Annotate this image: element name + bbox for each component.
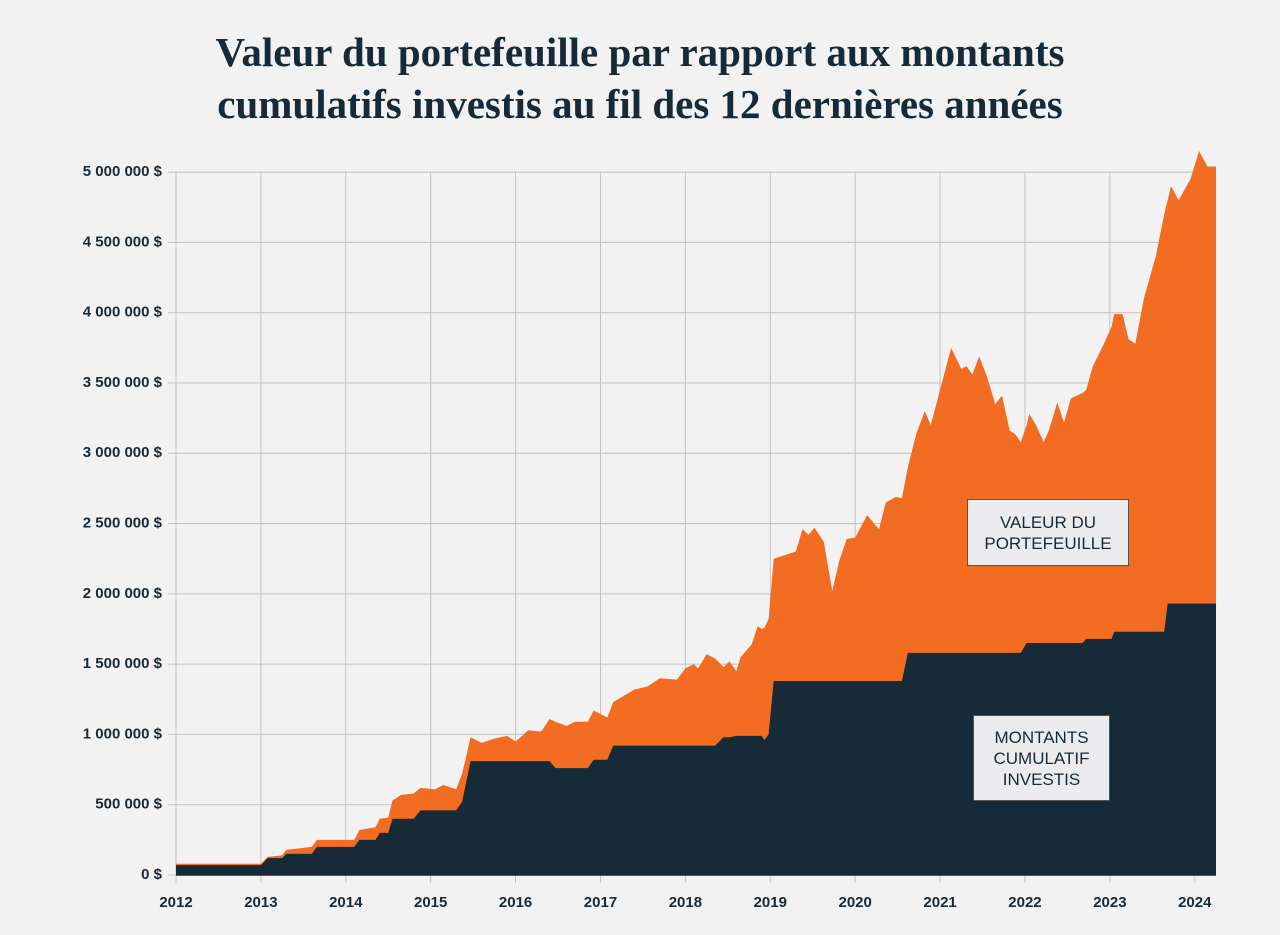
series-label: MONTANTS CUMULATIF INVESTIS [973, 715, 1110, 801]
chart-title: Valeur du portefeuille par rapport aux m… [215, 29, 1065, 127]
y-tick-label: 1 500 000 $ [83, 655, 163, 672]
x-tick-label: 2013 [244, 894, 277, 911]
area [176, 603, 1216, 875]
x-tick-label: 2019 [754, 894, 787, 911]
x-tick-label: 2017 [584, 894, 617, 911]
y-tick-label: 5 000 000 $ [83, 163, 163, 180]
series-label: VALEUR DU PORTEFEUILLE [967, 499, 1129, 566]
y-tick-label: 2 000 000 $ [83, 585, 163, 602]
x-tick-label: 2012 [159, 894, 192, 911]
y-tick-label: 3 000 000 $ [83, 444, 163, 461]
x-tick-label: 2023 [1093, 894, 1126, 911]
x-tick-label: 2021 [923, 894, 956, 911]
x-tick-label: 2020 [838, 894, 871, 911]
x-tick-label: 2014 [329, 894, 363, 911]
y-tick-label: 2 500 000 $ [83, 515, 163, 532]
y-tick-label: 3 500 000 $ [83, 374, 163, 391]
x-tick-label: 2015 [414, 894, 447, 911]
y-tick-label: 4 000 000 $ [83, 304, 163, 321]
y-tick-label: 0 $ [141, 866, 163, 883]
x-tick-label: 2024 [1178, 894, 1212, 911]
x-tick-label: 2022 [1008, 894, 1041, 911]
x-tick-label: 2018 [669, 894, 702, 911]
x-tick-label: 2016 [499, 894, 532, 911]
y-tick-label: 4 500 000 $ [83, 233, 163, 250]
y-tick-label: 1 000 000 $ [83, 725, 163, 742]
y-tick-label: 500 000 $ [95, 796, 162, 813]
